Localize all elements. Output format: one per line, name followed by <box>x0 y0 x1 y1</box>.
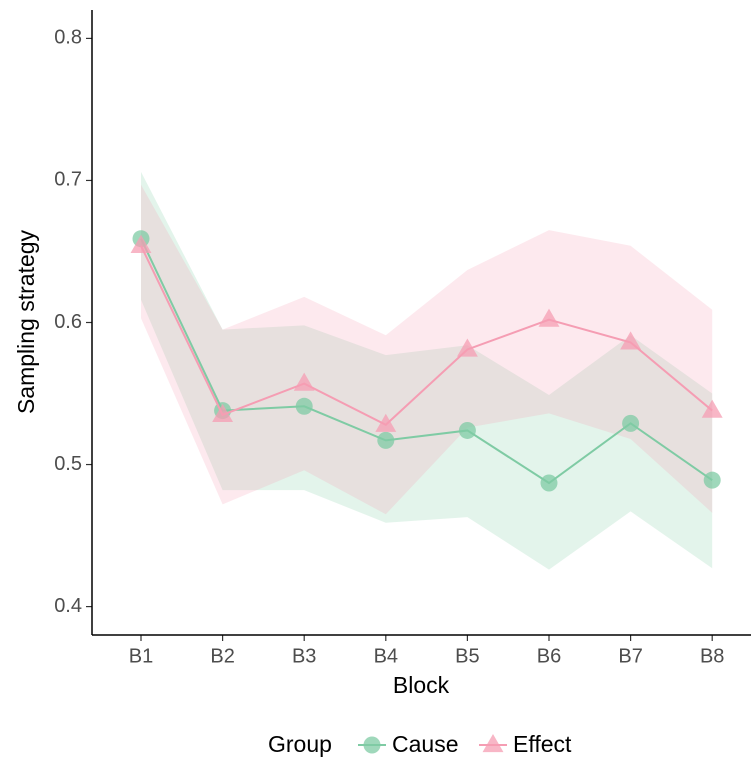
data-point <box>538 308 560 327</box>
y-tick-label: 0.6 <box>54 311 82 333</box>
x-tick-label: B3 <box>292 645 316 667</box>
legend-label: Cause <box>392 731 458 757</box>
data-point <box>458 421 476 439</box>
data-point <box>377 431 395 449</box>
x-tick-label: B2 <box>210 645 234 667</box>
confidence-band <box>141 171 713 570</box>
data-point <box>456 338 478 357</box>
data-point <box>620 331 642 350</box>
legend-marker <box>482 734 504 753</box>
x-tick-label: B8 <box>700 645 724 667</box>
series-line <box>140 245 713 426</box>
data-point <box>622 414 640 432</box>
data-point <box>540 474 558 492</box>
x-tick-label: B1 <box>129 645 153 667</box>
legend-label: Effect <box>513 731 572 757</box>
y-tick-label: 0.7 <box>54 169 82 191</box>
data-point <box>703 471 721 489</box>
y-tick-label: 0.5 <box>54 453 82 475</box>
data-point <box>295 397 313 415</box>
data-point <box>375 413 397 432</box>
data-point <box>130 234 152 253</box>
legend-title: Group <box>268 731 332 757</box>
y-tick-label: 0.4 <box>54 595 82 617</box>
data-point <box>701 399 723 418</box>
legend-item: Effect <box>479 731 572 757</box>
data-point <box>293 372 315 391</box>
data-point <box>212 403 234 422</box>
confidence-band <box>141 184 713 515</box>
x-tick-label: B4 <box>374 645 398 667</box>
legend-item: Cause <box>358 731 458 757</box>
x-axis-title: Block <box>393 672 450 698</box>
x-tick-label: B5 <box>455 645 479 667</box>
y-tick-label: 0.8 <box>54 27 82 49</box>
legend-marker <box>363 736 381 754</box>
y-axis-title: Sampling strategy <box>13 229 39 414</box>
x-tick-label: B6 <box>537 645 561 667</box>
x-tick-label: B7 <box>618 645 642 667</box>
